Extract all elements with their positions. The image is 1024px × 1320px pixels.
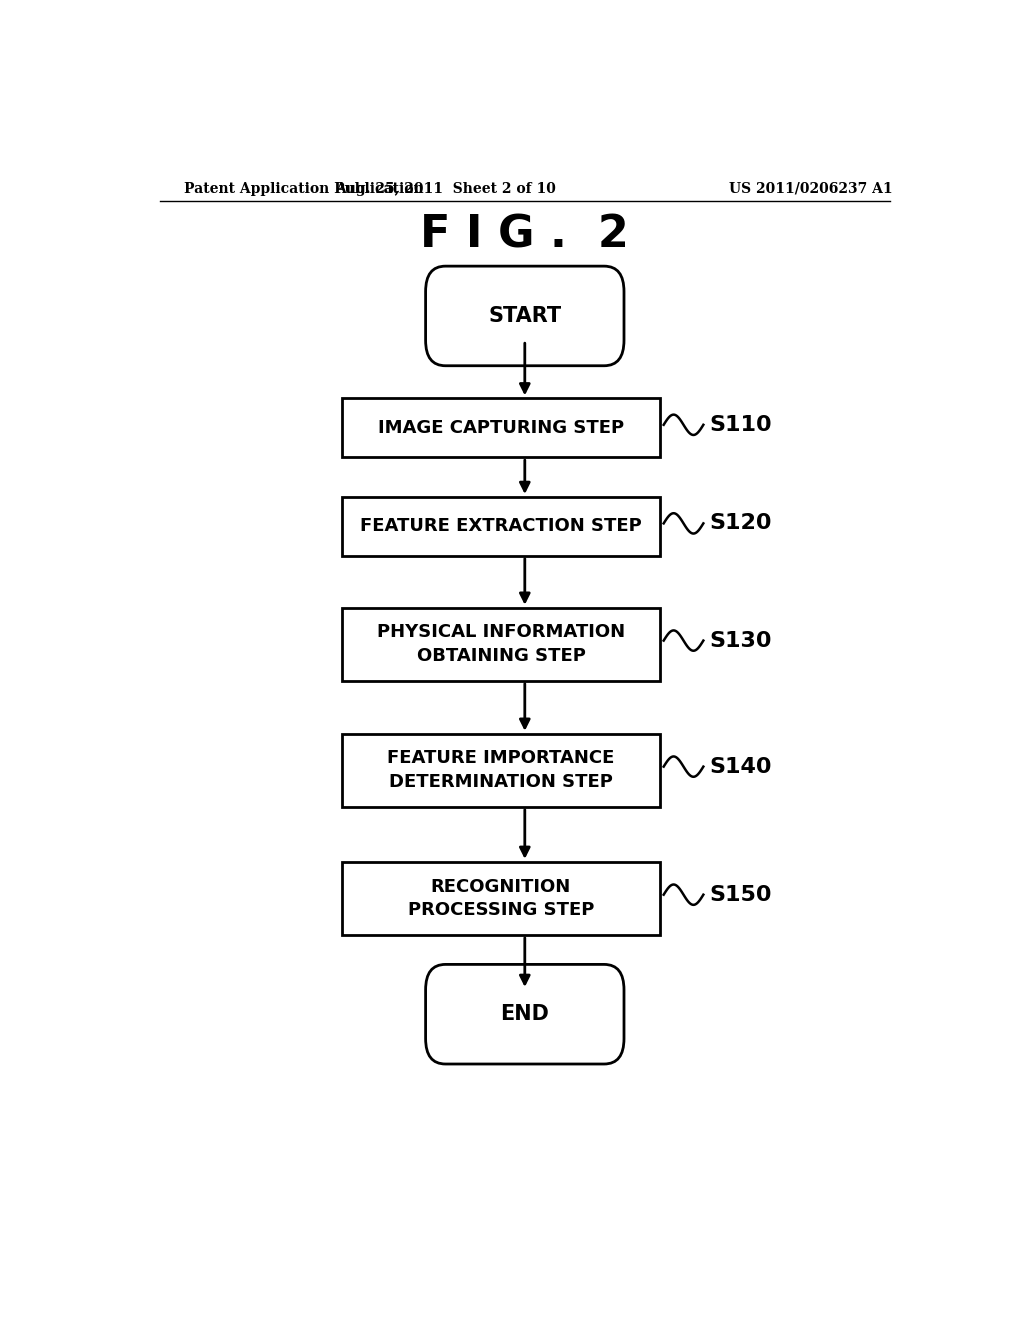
Text: FEATURE EXTRACTION STEP: FEATURE EXTRACTION STEP [360,517,642,536]
Bar [342,399,659,457]
Text: S120: S120 [710,513,772,533]
FancyBboxPatch shape [426,267,624,366]
Text: PHYSICAL INFORMATION
OBTAINING STEP: PHYSICAL INFORMATION OBTAINING STEP [377,623,625,665]
Bar [342,607,659,681]
Bar [342,734,659,807]
Text: Patent Application Publication: Patent Application Publication [183,182,423,195]
Text: US 2011/0206237 A1: US 2011/0206237 A1 [729,182,892,195]
Bar [342,862,659,935]
Text: IMAGE CAPTURING STEP: IMAGE CAPTURING STEP [378,418,624,437]
Text: S130: S130 [710,631,772,651]
Text: F I G .  2: F I G . 2 [421,213,629,256]
Bar [342,496,659,556]
Text: S150: S150 [710,884,772,904]
FancyBboxPatch shape [426,965,624,1064]
Text: Aug. 25, 2011  Sheet 2 of 10: Aug. 25, 2011 Sheet 2 of 10 [335,182,556,195]
Text: S110: S110 [710,414,772,434]
Text: S140: S140 [710,756,772,776]
Text: FEATURE IMPORTANCE
DETERMINATION STEP: FEATURE IMPORTANCE DETERMINATION STEP [387,750,614,791]
Text: END: END [501,1005,549,1024]
Text: START: START [488,306,561,326]
Text: RECOGNITION
PROCESSING STEP: RECOGNITION PROCESSING STEP [408,878,594,919]
